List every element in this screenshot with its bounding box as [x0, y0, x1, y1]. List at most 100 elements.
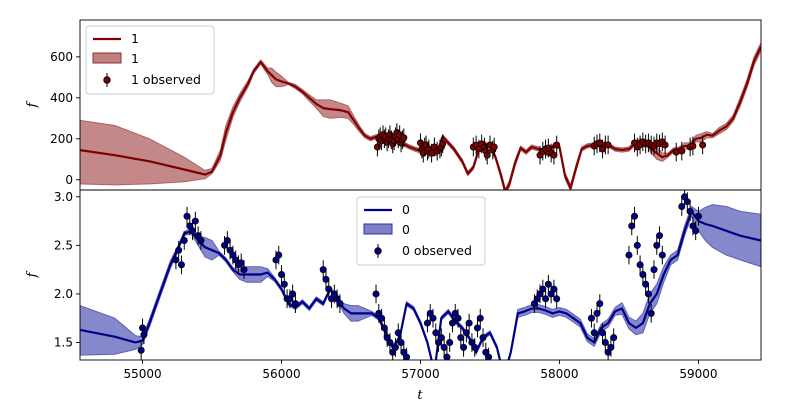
bottom-observed-point: [197, 231, 205, 250]
bottom-observed-marker: [587, 314, 595, 322]
top-observed-marker: [373, 143, 381, 151]
bottom-observed-point: [476, 308, 484, 328]
bottom-observed-marker: [462, 329, 470, 337]
bottom-legend-band-label: 0: [402, 222, 410, 237]
bottom-observed-point: [656, 226, 664, 246]
bottom-observed-marker: [175, 246, 183, 254]
top-observed-point: [672, 142, 680, 162]
top-observed-marker: [400, 134, 408, 142]
bottom-observed-point: [432, 323, 440, 343]
top-observed-point: [483, 145, 491, 165]
bottom-observed-point: [443, 347, 451, 360]
bottom-observed-marker: [437, 334, 445, 342]
bottom-observed-marker: [394, 329, 402, 337]
top-observed-marker: [553, 141, 561, 149]
bottom-observed-point: [440, 338, 448, 357]
bottom-observed-marker: [432, 329, 440, 337]
bottom-observed-point: [678, 197, 686, 216]
bottom-observed-marker: [443, 353, 451, 360]
bottom-xtick-label: 55000: [123, 367, 161, 381]
top-observed-marker: [689, 142, 697, 150]
bottom-observed-marker: [694, 212, 702, 220]
top-legend-marker-swatch: [103, 76, 111, 84]
bottom-observed-point: [636, 255, 644, 275]
bottom-observed-marker: [553, 295, 561, 303]
bottom-observed-point: [448, 313, 456, 333]
bottom-observed-marker: [237, 259, 245, 267]
bottom-observed-marker: [610, 334, 618, 342]
bottom-observed-point: [429, 308, 437, 328]
bottom-observed-marker: [544, 280, 552, 288]
bottom-observed-marker: [539, 285, 547, 293]
bottom-observed-point: [403, 347, 411, 360]
top-observed-point: [439, 134, 447, 154]
bottom-axes-frame: [79, 189, 762, 361]
top-observed-marker: [604, 141, 612, 149]
bottom-observed-marker: [636, 261, 644, 269]
bottom-observed-point: [423, 313, 431, 333]
bottom-observed-marker: [336, 300, 344, 308]
bottom-xlabel: t: [417, 388, 423, 400]
top-observed-point: [604, 135, 612, 155]
bottom-observed-marker: [485, 353, 493, 360]
bottom-observed-marker: [457, 334, 465, 342]
bottom-observed-point: [599, 323, 607, 343]
bottom-observed-point: [175, 240, 183, 260]
bottom-model-line: [80, 210, 761, 360]
bottom-observed-marker: [607, 343, 615, 351]
bottom-observed-marker: [658, 251, 666, 259]
bottom-observed-point: [336, 294, 344, 314]
bottom-observed-marker: [380, 324, 388, 332]
bottom-observed-marker: [599, 329, 607, 337]
bottom-observed-point: [473, 318, 481, 338]
bottom-observed-point: [278, 265, 286, 284]
bottom-legend-observed-label: 0 observed: [402, 243, 472, 258]
bottom-observed-point: [625, 245, 633, 265]
bottom-observed-point: [539, 279, 547, 299]
bottom-observed-marker: [550, 285, 558, 293]
bottom-observed-point: [394, 323, 402, 343]
bottom-observed-marker: [454, 314, 462, 322]
bottom-observed-point: [437, 328, 445, 348]
top-observed-point: [699, 135, 707, 155]
bottom-observed-marker: [386, 339, 394, 347]
top-legend-observed-label: 1 observed: [131, 72, 201, 87]
bottom-observed-point: [391, 338, 399, 357]
bottom-observed-marker: [275, 251, 283, 259]
bottom-observed-point: [460, 338, 468, 357]
top-ytick-label: 600: [50, 50, 73, 64]
bottom-observed-marker: [683, 198, 691, 206]
bottom-observed-marker: [642, 280, 650, 288]
bottom-observed-point: [446, 333, 454, 352]
bottom-observed-marker: [289, 290, 297, 298]
bottom-observed-marker: [137, 346, 145, 354]
bottom-observed-point: [291, 294, 299, 314]
bottom-observed-marker: [647, 309, 655, 317]
bottom-observed-marker: [189, 227, 197, 235]
bottom-observed-marker: [633, 241, 641, 249]
bottom-observed-marker: [653, 241, 661, 249]
bottom-observed-marker: [191, 217, 199, 225]
top-legend: 1 1 1 observed: [85, 25, 215, 95]
bottom-observed-marker: [639, 271, 647, 279]
bottom-observed-point: [479, 328, 487, 348]
bottom-observed-point: [275, 245, 283, 265]
bottom-xtick-label: 59000: [679, 367, 717, 381]
bottom-observed-marker: [140, 331, 148, 339]
bottom-observed-marker: [650, 266, 658, 274]
bottom-observed-point: [465, 313, 473, 333]
bottom-observed-point: [378, 308, 386, 328]
bottom-observed-point: [686, 202, 694, 221]
bottom-observed-point: [658, 245, 666, 265]
bottom-observed-point: [607, 338, 615, 357]
bottom-observed-marker: [476, 314, 484, 322]
top-legend-box: [85, 25, 215, 95]
bottom-observed-marker: [372, 290, 380, 298]
bottom-observed-point: [180, 231, 188, 250]
bottom-observed-point: [372, 284, 380, 304]
bottom-observed-point: [380, 318, 388, 338]
bottom-ytick-label: 1.5: [54, 336, 73, 350]
bottom-observed-marker: [440, 343, 448, 351]
bottom-observed-marker: [656, 232, 664, 240]
top-observed-marker: [678, 147, 686, 155]
